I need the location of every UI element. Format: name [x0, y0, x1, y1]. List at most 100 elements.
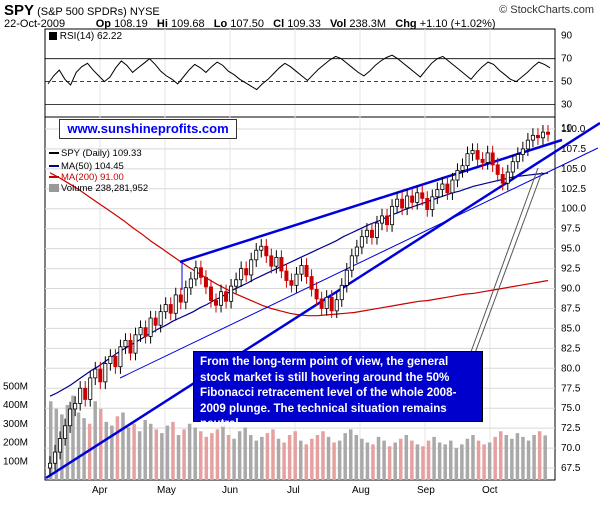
volume-bar	[165, 425, 170, 480]
price-bar-body	[505, 171, 510, 184]
volume-tick-label: 200M	[3, 438, 28, 449]
price-tick-label: 95.0	[561, 244, 581, 255]
chart-header: SPY (S&P 500 SPDRs) NYSE	[4, 2, 160, 19]
volume-bar	[354, 435, 359, 480]
price-bar-body	[485, 152, 490, 163]
price-bar-body	[440, 183, 445, 190]
high-label: Hi	[156, 18, 168, 30]
legend-ma50: MA(50) 104.45	[49, 161, 124, 172]
volume-bar	[215, 429, 220, 480]
volume-bars	[49, 395, 547, 480]
rsi-panel-frame	[44, 28, 556, 118]
volume-bar	[132, 423, 136, 480]
price-bar-body	[88, 377, 93, 400]
price-bar-body	[118, 346, 123, 368]
price-bar-body	[254, 249, 259, 261]
volume-bar	[237, 431, 242, 480]
price-bar-body	[58, 438, 63, 453]
price-bar-body	[495, 164, 500, 175]
price-bar-body	[103, 363, 108, 383]
price-bar-body	[168, 304, 173, 314]
price-bar-body	[354, 246, 359, 257]
volume-tick-label: 100M	[3, 456, 28, 467]
volume-value: 238.3M	[349, 18, 387, 30]
volume-bar	[537, 431, 542, 480]
volume-bar	[49, 401, 53, 480]
volume-bar	[137, 431, 142, 480]
price-tick-label: 75.0	[561, 403, 581, 414]
volume-bar	[193, 427, 197, 480]
volume-bar	[226, 435, 231, 480]
volume-label: Vol	[330, 18, 347, 30]
volume-bar	[271, 429, 275, 480]
volume-bar	[210, 433, 214, 480]
volume-bar	[276, 438, 281, 480]
channel-line	[119, 147, 599, 379]
volume-tick-label: 400M	[3, 400, 28, 411]
price-bar-body	[48, 462, 53, 469]
volume-bar	[82, 418, 86, 480]
price-bar-body	[430, 196, 435, 210]
price-bar-body	[520, 148, 525, 155]
price-bar-body	[339, 284, 344, 301]
price-bar-body	[490, 152, 495, 166]
price-bar-body	[319, 298, 324, 309]
volume-bar	[326, 436, 331, 480]
legend-price-text: SPY (Daily) 109.33	[61, 148, 142, 159]
price-bar-body	[329, 296, 334, 312]
volume-bar	[393, 442, 397, 480]
change-label: Chg	[395, 18, 417, 30]
price-bar-body	[239, 268, 244, 281]
quote-line: 22-Oct-2009 Op 108.19 Hi 109.68 Lo 107.5…	[4, 18, 496, 30]
price-bar-body	[138, 327, 143, 336]
volume-bar	[437, 442, 442, 480]
volume-bar	[321, 431, 325, 480]
price-bar-body	[480, 158, 485, 163]
quote-date: 22-Oct-2009	[4, 18, 66, 30]
volume-bar	[415, 444, 420, 480]
volume-bar	[304, 444, 309, 480]
price-bar-body	[68, 408, 73, 427]
price-bar-body	[309, 276, 314, 290]
legend-ma200-text: MA(200) 91.00	[61, 172, 124, 183]
price-bar-body	[470, 150, 475, 155]
volume-bar	[421, 446, 425, 480]
month-label: Jul	[287, 485, 300, 496]
price-tick-label: 70.0	[561, 443, 581, 454]
price-tick-label: 92.5	[561, 264, 581, 275]
price-bar-body	[500, 174, 505, 184]
volume-bar	[154, 429, 159, 480]
volume-bar	[399, 438, 403, 480]
volume-bar	[376, 436, 381, 480]
volume-bar	[143, 420, 147, 480]
volume-bar	[171, 421, 175, 480]
high-value: 109.68	[170, 18, 205, 30]
ma50-line	[49, 172, 549, 397]
volume-tick-label: 300M	[3, 419, 28, 430]
price-bar-body	[158, 311, 163, 326]
price-bar-body	[234, 279, 239, 287]
legend-volume: Volume 238,281,952	[49, 183, 148, 194]
price-bar-body	[143, 327, 148, 337]
price-tick-label: 110.0	[561, 124, 586, 135]
price-bar-body	[244, 268, 249, 276]
price-bar-body	[460, 165, 465, 171]
price-bar-body	[450, 179, 455, 194]
price-bar-body	[374, 222, 379, 238]
price-bar-body	[224, 291, 229, 302]
price-bar-body	[475, 150, 480, 160]
volume-bar	[404, 435, 409, 480]
volume-bar	[249, 435, 253, 480]
price-tick-label: 107.5	[561, 144, 586, 155]
price-bars	[48, 124, 551, 476]
volume-bar	[343, 433, 347, 480]
rsi-swatch-icon	[49, 32, 57, 41]
price-bar-body	[198, 267, 203, 278]
volume-bar	[476, 440, 481, 480]
volume-bar	[232, 438, 236, 480]
price-tick-label: 97.5	[561, 224, 581, 235]
price-bar-body	[133, 334, 138, 354]
sunshineprofits-link[interactable]: www.sunshineprofits.com	[59, 119, 237, 139]
price-bar-body	[274, 257, 279, 267]
price-bar-body	[208, 286, 213, 301]
